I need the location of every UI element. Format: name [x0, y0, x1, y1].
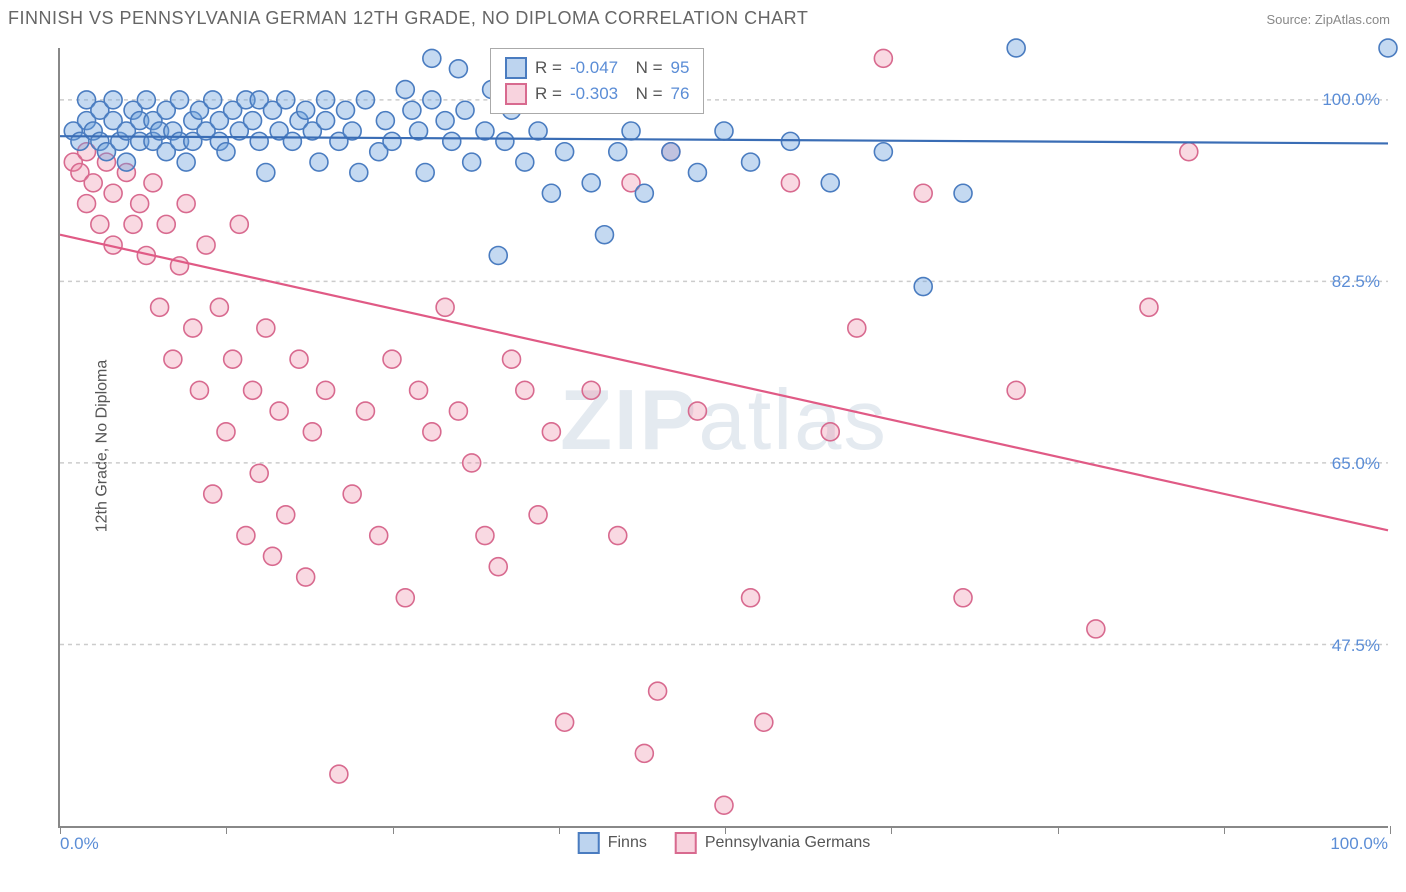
chart-title: FINNISH VS PENNSYLVANIA GERMAN 12TH GRAD…	[8, 8, 808, 29]
plot-svg	[60, 48, 1388, 826]
stats-legend-row-1: R = -0.047 N = 95	[505, 55, 689, 81]
stats-legend: R = -0.047 N = 95 R = -0.303 N = 76	[490, 48, 704, 114]
plot-area: ZIPatlas 100.0%82.5%65.0%47.5% R = -0.04…	[58, 48, 1388, 828]
bottom-legend: Finns Pennsylvania Germans	[578, 832, 871, 854]
series2-n: 76	[671, 84, 690, 104]
swatch-blue-icon	[505, 57, 527, 79]
source-label: Source: ZipAtlas.com	[1266, 12, 1390, 27]
swatch-pink-icon	[675, 832, 697, 854]
x-tick	[60, 826, 61, 834]
bottom-legend-item-2: Pennsylvania Germans	[675, 832, 870, 854]
stats-legend-row-2: R = -0.303 N = 76	[505, 81, 689, 107]
x-tick	[559, 826, 560, 834]
swatch-blue-icon	[578, 832, 600, 854]
x-tick	[891, 826, 892, 834]
chart-container: FINNISH VS PENNSYLVANIA GERMAN 12TH GRAD…	[8, 8, 1398, 884]
x-tick	[1058, 826, 1059, 834]
x-max-label: 100.0%	[1330, 834, 1388, 854]
series1-r: -0.047	[570, 58, 618, 78]
swatch-pink-icon	[505, 83, 527, 105]
y-tick-label: 82.5%	[1332, 272, 1380, 292]
series1-n: 95	[671, 58, 690, 78]
bottom-legend-item-1: Finns	[578, 832, 647, 854]
x-tick	[1390, 826, 1391, 834]
x-tick	[226, 826, 227, 834]
y-tick-label: 65.0%	[1332, 454, 1380, 474]
y-tick-label: 47.5%	[1332, 636, 1380, 656]
x-min-label: 0.0%	[60, 834, 99, 854]
series1-label: Finns	[608, 834, 647, 852]
x-tick	[1224, 826, 1225, 834]
y-tick-label: 100.0%	[1322, 90, 1380, 110]
x-tick	[393, 826, 394, 834]
series2-label: Pennsylvania Germans	[705, 834, 870, 852]
series2-r: -0.303	[570, 84, 618, 104]
